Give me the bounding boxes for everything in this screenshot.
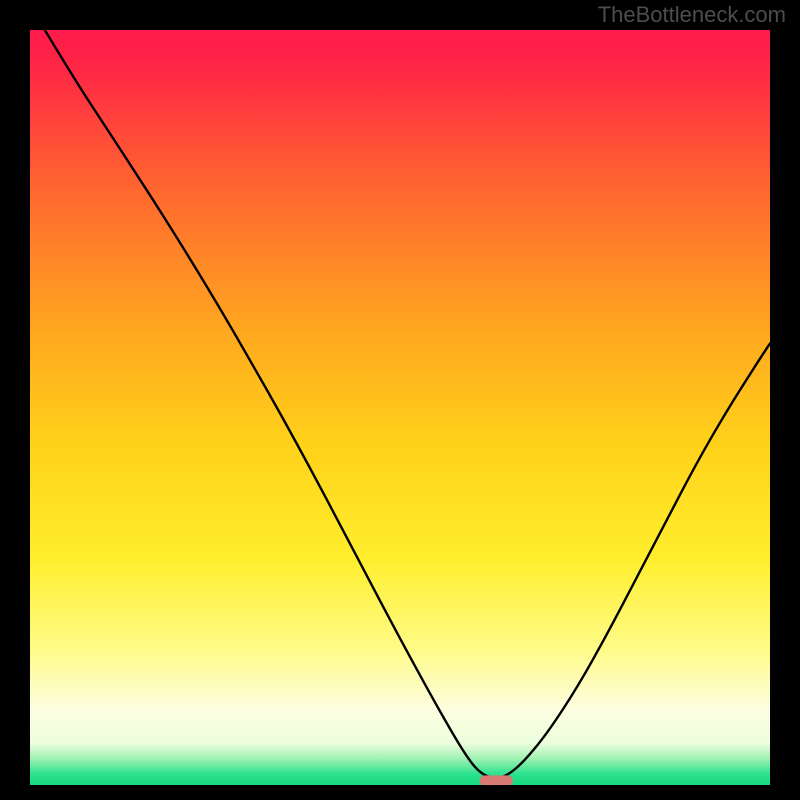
watermark-label: TheBottleneck.com bbox=[598, 2, 786, 28]
bottleneck-chart bbox=[30, 30, 770, 785]
chart-frame: TheBottleneck.com bbox=[0, 0, 800, 800]
plot-area bbox=[30, 30, 770, 785]
gradient-background bbox=[30, 30, 770, 785]
optimal-marker bbox=[480, 775, 513, 785]
